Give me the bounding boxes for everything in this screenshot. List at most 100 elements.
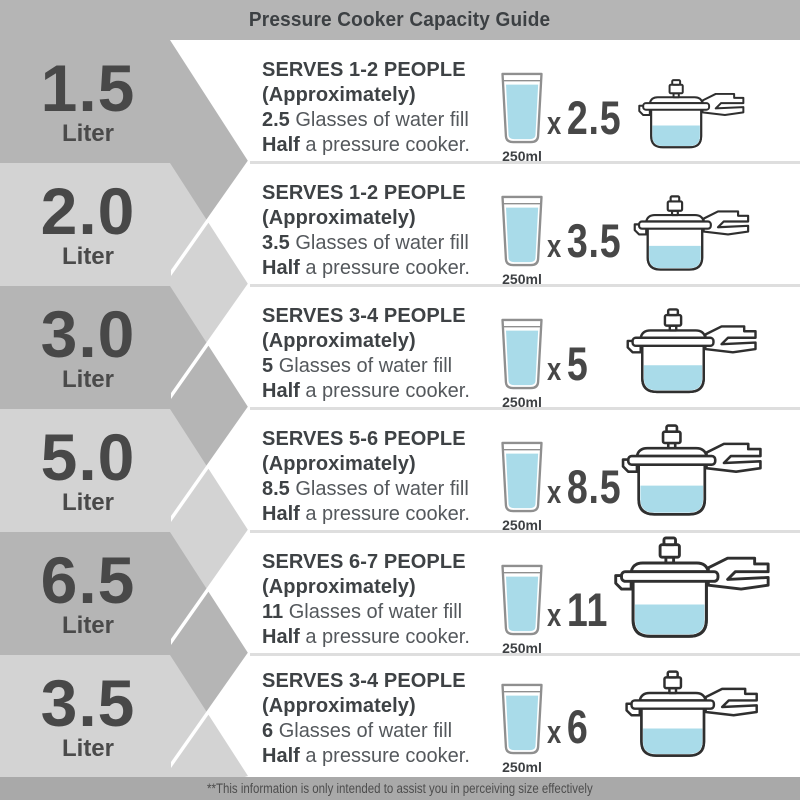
glass-volume-label: 250ml: [502, 394, 542, 410]
glass-volume-label: 250ml: [502, 517, 542, 533]
x-symbol: x: [547, 350, 562, 387]
serves-text-block: SERVES 3-4 PEOPLE (Approximately) 5 Glas…: [262, 304, 512, 404]
capacity-row-3.5-liter: 3.5 Liter SERVES 3-4 PEOPLE (Approximate…: [0, 655, 800, 778]
pressure-cooker-icon: [621, 424, 762, 516]
pressure-cooker-icon: [614, 536, 770, 638]
capacity-row-6.5-liter: 6.5 Liter SERVES 6-7 PEOPLE (Approximate…: [0, 532, 800, 656]
pressure-cooker-icon: [638, 79, 745, 149]
glasses-line: 5 Glasses of water fill: [262, 355, 453, 377]
serves-heading: SERVES 3-4 PEOPLE: [262, 670, 466, 692]
title-band: Pressure Cooker Capacity Guide: [0, 0, 800, 40]
serves-text-block: SERVES 3-4 PEOPLE (Approximately) 6 Glas…: [262, 669, 512, 769]
serves-heading: SERVES 6-7 PEOPLE: [262, 551, 466, 573]
capacity-row-5.0-liter: 5.0 Liter SERVES 5-6 PEOPLE (Approximate…: [0, 409, 800, 533]
liter-value: 3.0: [40, 296, 136, 371]
glass-volume-label: 250ml: [502, 271, 542, 287]
multiplier: x 3.5: [547, 213, 640, 267]
glass-volume-label: 250ml: [502, 640, 542, 656]
glasses-count: 5: [262, 355, 274, 377]
approximately-label: (Approximately): [262, 453, 416, 475]
serves-text-block: SERVES 6-7 PEOPLE (Approximately) 11 Gla…: [262, 550, 512, 650]
water-glass-icon: [501, 441, 543, 513]
glasses-line: 6 Glasses of water fill: [262, 720, 453, 742]
liter-value: 2.0: [40, 173, 136, 248]
water-glass-icon: [501, 195, 543, 267]
multiplier-value: 6: [566, 699, 589, 753]
liter-value: 5.0: [40, 419, 136, 494]
liter-block: 3.5 Liter: [0, 655, 176, 778]
water-glass-icon: [501, 318, 543, 390]
liter-value: 3.5: [40, 665, 136, 740]
multiplier-value: 5: [566, 336, 589, 390]
glass-block: 250ml: [492, 681, 552, 775]
approximately-label: (Approximately): [262, 84, 416, 106]
liter-block: 3.0 Liter: [0, 286, 176, 409]
approximately-label: (Approximately): [262, 330, 416, 352]
pressure-cooker-icon: [626, 308, 757, 394]
x-symbol: x: [547, 473, 562, 510]
glass-block: 250ml: [492, 316, 552, 410]
approximately-label: (Approximately): [262, 207, 416, 229]
x-symbol: x: [547, 227, 562, 264]
glasses-count: 11: [262, 601, 284, 623]
pressure-cooker-icon: [633, 195, 750, 271]
glass-block: 250ml: [492, 70, 552, 164]
liter-unit-label: Liter: [61, 365, 114, 393]
water-glass-icon: [501, 564, 543, 636]
glasses-line: 11 Glasses of water fill: [262, 601, 463, 623]
liter-value: 6.5: [40, 542, 136, 617]
glass-block: 250ml: [492, 562, 552, 656]
glass-volume-label: 250ml: [502, 148, 542, 164]
footer-band: **This information is only intended to a…: [0, 777, 800, 800]
pressure-cooker-icon: [625, 670, 758, 757]
liter-unit-label: Liter: [61, 488, 114, 516]
half-line: Half a pressure cooker.: [262, 134, 470, 156]
liter-unit-label: Liter: [61, 119, 114, 147]
water-glass-icon: [501, 72, 543, 144]
capacity-row-2.0-liter: 2.0 Liter SERVES 1-2 PEOPLE (Approximate…: [0, 163, 800, 287]
liter-value: 1.5: [40, 50, 136, 125]
half-line: Half a pressure cooker.: [262, 380, 470, 402]
multiplier-value: 3.5: [566, 213, 622, 267]
water-glass-icon: [501, 683, 543, 755]
serves-text-block: SERVES 1-2 PEOPLE (Approximately) 2.5 Gl…: [262, 58, 512, 158]
serves-heading: SERVES 5-6 PEOPLE: [262, 428, 466, 450]
liter-block: 5.0 Liter: [0, 409, 176, 532]
multiplier: x 2.5: [547, 90, 640, 144]
glasses-count: 8.5: [262, 478, 290, 500]
glasses-line: 2.5 Glasses of water fill: [262, 109, 469, 131]
serves-heading: SERVES 1-2 PEOPLE: [262, 182, 466, 204]
half-line: Half a pressure cooker.: [262, 503, 470, 525]
x-symbol: x: [547, 596, 562, 633]
approximately-label: (Approximately): [262, 695, 416, 717]
liter-unit-label: Liter: [61, 242, 114, 270]
multiplier: x 8.5: [547, 459, 640, 513]
serves-heading: SERVES 3-4 PEOPLE: [262, 305, 466, 327]
glass-block: 250ml: [492, 193, 552, 287]
serves-heading: SERVES 1-2 PEOPLE: [262, 59, 466, 81]
multiplier-value: 2.5: [566, 90, 622, 144]
liter-unit-label: Liter: [61, 734, 114, 762]
glass-volume-label: 250ml: [502, 759, 542, 775]
glasses-line: 8.5 Glasses of water fill: [262, 478, 469, 500]
liter-block: 6.5 Liter: [0, 532, 176, 655]
liter-block: 1.5 Liter: [0, 40, 176, 163]
serves-text-block: SERVES 5-6 PEOPLE (Approximately) 8.5 Gl…: [262, 427, 512, 527]
liter-unit-label: Liter: [61, 611, 114, 639]
glasses-count: 6: [262, 720, 274, 742]
liter-block: 2.0 Liter: [0, 163, 176, 286]
half-line: Half a pressure cooker.: [262, 745, 470, 767]
multiplier-value: 8.5: [566, 459, 622, 513]
x-symbol: x: [547, 713, 562, 750]
capacity-row-3.0-liter: 3.0 Liter SERVES 3-4 PEOPLE (Approximate…: [0, 286, 800, 410]
serves-text-block: SERVES 1-2 PEOPLE (Approximately) 3.5 Gl…: [262, 181, 512, 281]
half-line: Half a pressure cooker.: [262, 257, 470, 279]
multiplier: x 11: [547, 582, 623, 636]
glasses-count: 2.5: [262, 109, 290, 131]
x-symbol: x: [547, 104, 562, 141]
glass-block: 250ml: [492, 439, 552, 533]
multiplier-value: 11: [566, 582, 609, 636]
